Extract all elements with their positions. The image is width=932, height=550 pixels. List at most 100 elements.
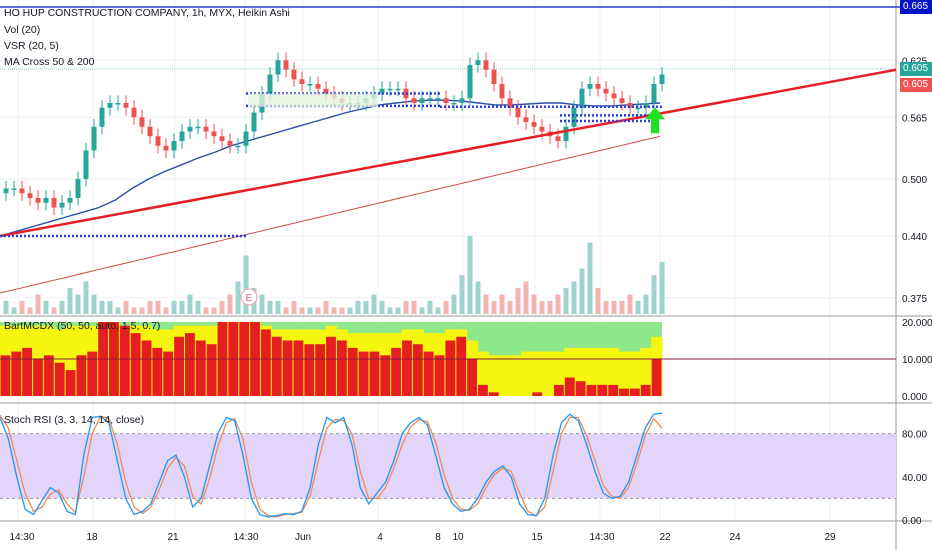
- volume-bar: [627, 294, 633, 314]
- candle-body: [483, 60, 489, 70]
- mcdx-red-bar: [22, 347, 33, 396]
- mcdx-red-bar: [347, 347, 358, 396]
- candle-body: [571, 107, 577, 127]
- volume-bar: [275, 301, 281, 314]
- candle-body: [3, 188, 9, 194]
- volume-bar: [163, 307, 169, 314]
- volume-bar: [51, 307, 57, 314]
- candle-body: [627, 103, 633, 108]
- mcdx-red-bar: [478, 384, 488, 396]
- time-tick: 8: [435, 532, 441, 543]
- volume-bar: [427, 301, 433, 314]
- mcdx-red-bar: [163, 351, 174, 396]
- candle-body: [171, 141, 177, 151]
- candles[interactable]: [3, 52, 665, 216]
- volume-bar: [611, 301, 617, 314]
- study-ma-cross[interactable]: MA Cross 50 & 200: [4, 56, 95, 68]
- earnings-marker: [240, 288, 258, 306]
- mcdx-red-bar: [532, 392, 543, 396]
- candle-body: [99, 107, 105, 127]
- candle-body: [203, 126, 209, 132]
- candle-body: [11, 188, 17, 190]
- volume-bar: [635, 301, 641, 314]
- mcdx-pane: [0, 322, 896, 396]
- mcdx-red-bar: [174, 336, 184, 396]
- volume-bar: [387, 307, 393, 314]
- candle-body: [35, 198, 41, 203]
- mcdx-red-bar: [11, 351, 22, 396]
- time-tick: Jun: [295, 532, 311, 543]
- volume-bar: [299, 307, 305, 314]
- candle-body: [43, 198, 49, 203]
- stoch-band: [0, 433, 896, 499]
- stoch-label[interactable]: Stoch RSI (3, 3, 14, 14, close): [4, 414, 145, 426]
- candle-body: [179, 131, 185, 141]
- time-tick: 14:30: [233, 532, 258, 543]
- mcdx-tick: 0.000: [902, 392, 927, 403]
- candle-body: [443, 98, 449, 103]
- stoch-tick: 80.00: [902, 430, 927, 441]
- mcdx-yellow-bar: [542, 351, 554, 396]
- volume-bar: [563, 288, 569, 314]
- volume-bar: [227, 294, 233, 314]
- candle-body: [195, 126, 201, 129]
- mcdx-tick: 20.000: [902, 318, 932, 329]
- price-tag-prev: 0.605: [900, 78, 932, 92]
- mcdx-red-bar: [423, 351, 434, 396]
- study-vol[interactable]: Vol (20): [4, 24, 41, 36]
- mcdx-red-bar: [141, 340, 152, 396]
- mcdx-red-bar: [87, 351, 98, 396]
- mcdx-red-bar: [391, 347, 402, 396]
- volume-bar: [443, 301, 449, 314]
- mcdx-red-bar: [65, 370, 76, 396]
- mcdx-red-bar: [651, 359, 662, 396]
- time-tick: 18: [86, 532, 98, 543]
- candle-body: [635, 107, 641, 110]
- mcdx-yellow-bar: [499, 355, 511, 396]
- candle-body: [507, 98, 513, 108]
- candle-body: [499, 84, 505, 99]
- zone-box: [248, 93, 378, 107]
- mcdx-yellow-bar: [629, 351, 641, 396]
- volume-bar: [467, 236, 473, 314]
- volume-bar: [147, 301, 153, 314]
- candle-body: [451, 103, 457, 105]
- mcdx-yellow-bar: [531, 351, 544, 396]
- volume-bar: [643, 294, 649, 314]
- mcdx-red-bar: [0, 355, 11, 396]
- mcdx-red-bar: [326, 336, 336, 396]
- candle-body: [531, 122, 537, 127]
- mcdx-label[interactable]: BartMCDX (50, 50, auto, 1.5, 0.7): [4, 320, 161, 332]
- candle-body: [515, 107, 521, 118]
- mcdx-yellow-bar: [596, 347, 609, 396]
- volume-bar: [123, 301, 129, 314]
- candle-body: [107, 103, 113, 108]
- candle-body: [435, 98, 441, 100]
- volume-bar: [435, 307, 441, 314]
- volume-bar: [523, 281, 529, 314]
- volume-bar: [555, 294, 561, 314]
- candle-body: [83, 150, 89, 179]
- mcdx-red-bar: [54, 362, 65, 396]
- study-vsr[interactable]: VSR (20, 5): [4, 40, 59, 52]
- candle-body: [115, 103, 121, 105]
- candle-body: [659, 74, 665, 84]
- mcdx-yellow-bar: [553, 351, 565, 396]
- mcdx-red-bar: [597, 384, 608, 396]
- time-tick: 22: [659, 532, 671, 543]
- mcdx-red-bar: [619, 388, 629, 396]
- volume-bar: [547, 301, 553, 314]
- time-tick: 24: [729, 532, 741, 543]
- stoch-tick: 0.00: [902, 516, 922, 527]
- mcdx-yellow-bar: [477, 351, 489, 396]
- candle-body: [291, 69, 297, 80]
- mcdx-red-bar: [152, 347, 163, 396]
- volume-bar: [363, 301, 369, 314]
- volume-bar: [395, 307, 401, 314]
- candle-body: [123, 103, 129, 108]
- volume-bar: [11, 307, 17, 314]
- candle-body: [611, 93, 617, 99]
- mcdx-red-bar: [33, 359, 43, 396]
